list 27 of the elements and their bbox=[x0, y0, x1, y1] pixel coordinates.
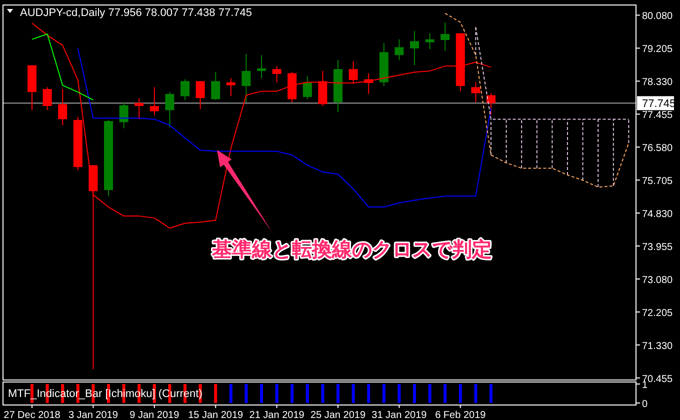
annotation: 基準線と転換線のクロスで判定 bbox=[211, 237, 492, 261]
chart-title: AUDJPY-cd,Daily 77.956 78.007 77.438 77.745 bbox=[20, 7, 252, 19]
x-tick-label: 6 Feb 2019 bbox=[435, 410, 486, 420]
y-tick-label: 73.080 bbox=[642, 274, 674, 286]
y-tick-label: 1 bbox=[642, 380, 648, 391]
x-tick-label: 15 Jan 2019 bbox=[188, 410, 244, 420]
x-tick-label: 3 Jan 2019 bbox=[68, 410, 118, 420]
x-tick-label: 25 Jan 2019 bbox=[310, 410, 366, 420]
y-tick-label: 77.455 bbox=[642, 110, 674, 122]
y-tick-label: 80.080 bbox=[642, 11, 674, 22]
y-tick-label: 72.205 bbox=[642, 308, 674, 319]
y-tick-label: 78.330 bbox=[642, 77, 674, 88]
line-series bbox=[444, 12, 630, 188]
y-tick-label: 71.330 bbox=[642, 340, 674, 352]
y-tick-label: 75.705 bbox=[642, 176, 674, 188]
x-tick-label: 27 Dec 2018 bbox=[4, 410, 61, 420]
y-tick-label: 74.830 bbox=[642, 209, 674, 220]
line-series bbox=[32, 34, 94, 100]
x-tick-label: 31 Jan 2019 bbox=[372, 410, 428, 420]
line-series bbox=[32, 22, 492, 229]
line-series bbox=[77, 48, 492, 208]
y-tick-label: 0 bbox=[642, 399, 648, 410]
y-tick-label: 76.580 bbox=[642, 143, 674, 154]
y-tick-label: 79.205 bbox=[642, 44, 674, 56]
y-tick-label: 73.955 bbox=[642, 242, 674, 254]
x-tick-label: 21 Jan 2019 bbox=[249, 410, 305, 420]
x-tick-label: 9 Jan 2019 bbox=[130, 410, 180, 420]
